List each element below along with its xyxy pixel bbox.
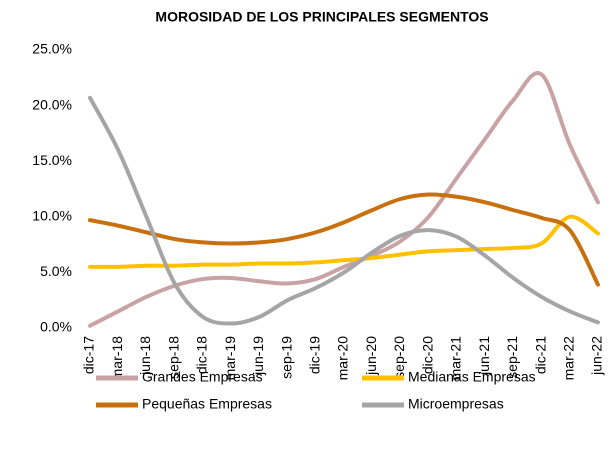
- x-tick-label: dic-19: [306, 336, 322, 374]
- y-tick-label: 15.0%: [32, 152, 72, 168]
- x-tick-label: mar-18: [109, 336, 125, 381]
- x-tick-label: dic-17: [81, 336, 97, 374]
- y-tick-label: 10.0%: [32, 208, 72, 224]
- x-tick-label: sep-19: [278, 336, 294, 379]
- legend-label: Medianas Empresas: [408, 369, 536, 385]
- legend-label: Pequeñas Empresas: [142, 396, 272, 412]
- x-tick-label: jun-18: [137, 336, 153, 376]
- y-tick-label: 0.0%: [40, 319, 72, 335]
- x-tick-label: sep-18: [165, 336, 181, 379]
- y-tick-label: 5.0%: [40, 263, 72, 279]
- x-tick-label: dic-20: [419, 336, 435, 374]
- x-tick-label: dic-18: [194, 336, 210, 374]
- legend-label: Grandes Empresas: [142, 369, 263, 385]
- x-tick-label: mar-19: [222, 336, 238, 381]
- x-tick-label: jun-22: [589, 336, 605, 376]
- y-tick-label: 25.0%: [32, 41, 72, 57]
- legend-label: Microempresas: [408, 396, 504, 412]
- line: [88, 214, 600, 269]
- y-tick-label: 20.0%: [32, 96, 72, 112]
- x-tick-label: sep-21: [504, 336, 520, 379]
- x-tick-label: mar-20: [335, 336, 351, 381]
- x-tick-label: dic-21: [532, 336, 548, 374]
- chart-title: MOROSIDAD DE LOS PRINCIPALES SEGMENTOS: [155, 9, 488, 25]
- line: [88, 71, 600, 328]
- x-tick-label: jun-20: [363, 336, 379, 376]
- x-tick-label: sep-20: [391, 336, 407, 379]
- line: [88, 95, 600, 326]
- x-tick-label: mar-22: [560, 336, 576, 381]
- x-tick-label: jun-21: [476, 336, 492, 376]
- x-tick-label: mar-21: [448, 336, 464, 381]
- x-tick-label: jun-19: [250, 336, 266, 376]
- line: [88, 192, 600, 287]
